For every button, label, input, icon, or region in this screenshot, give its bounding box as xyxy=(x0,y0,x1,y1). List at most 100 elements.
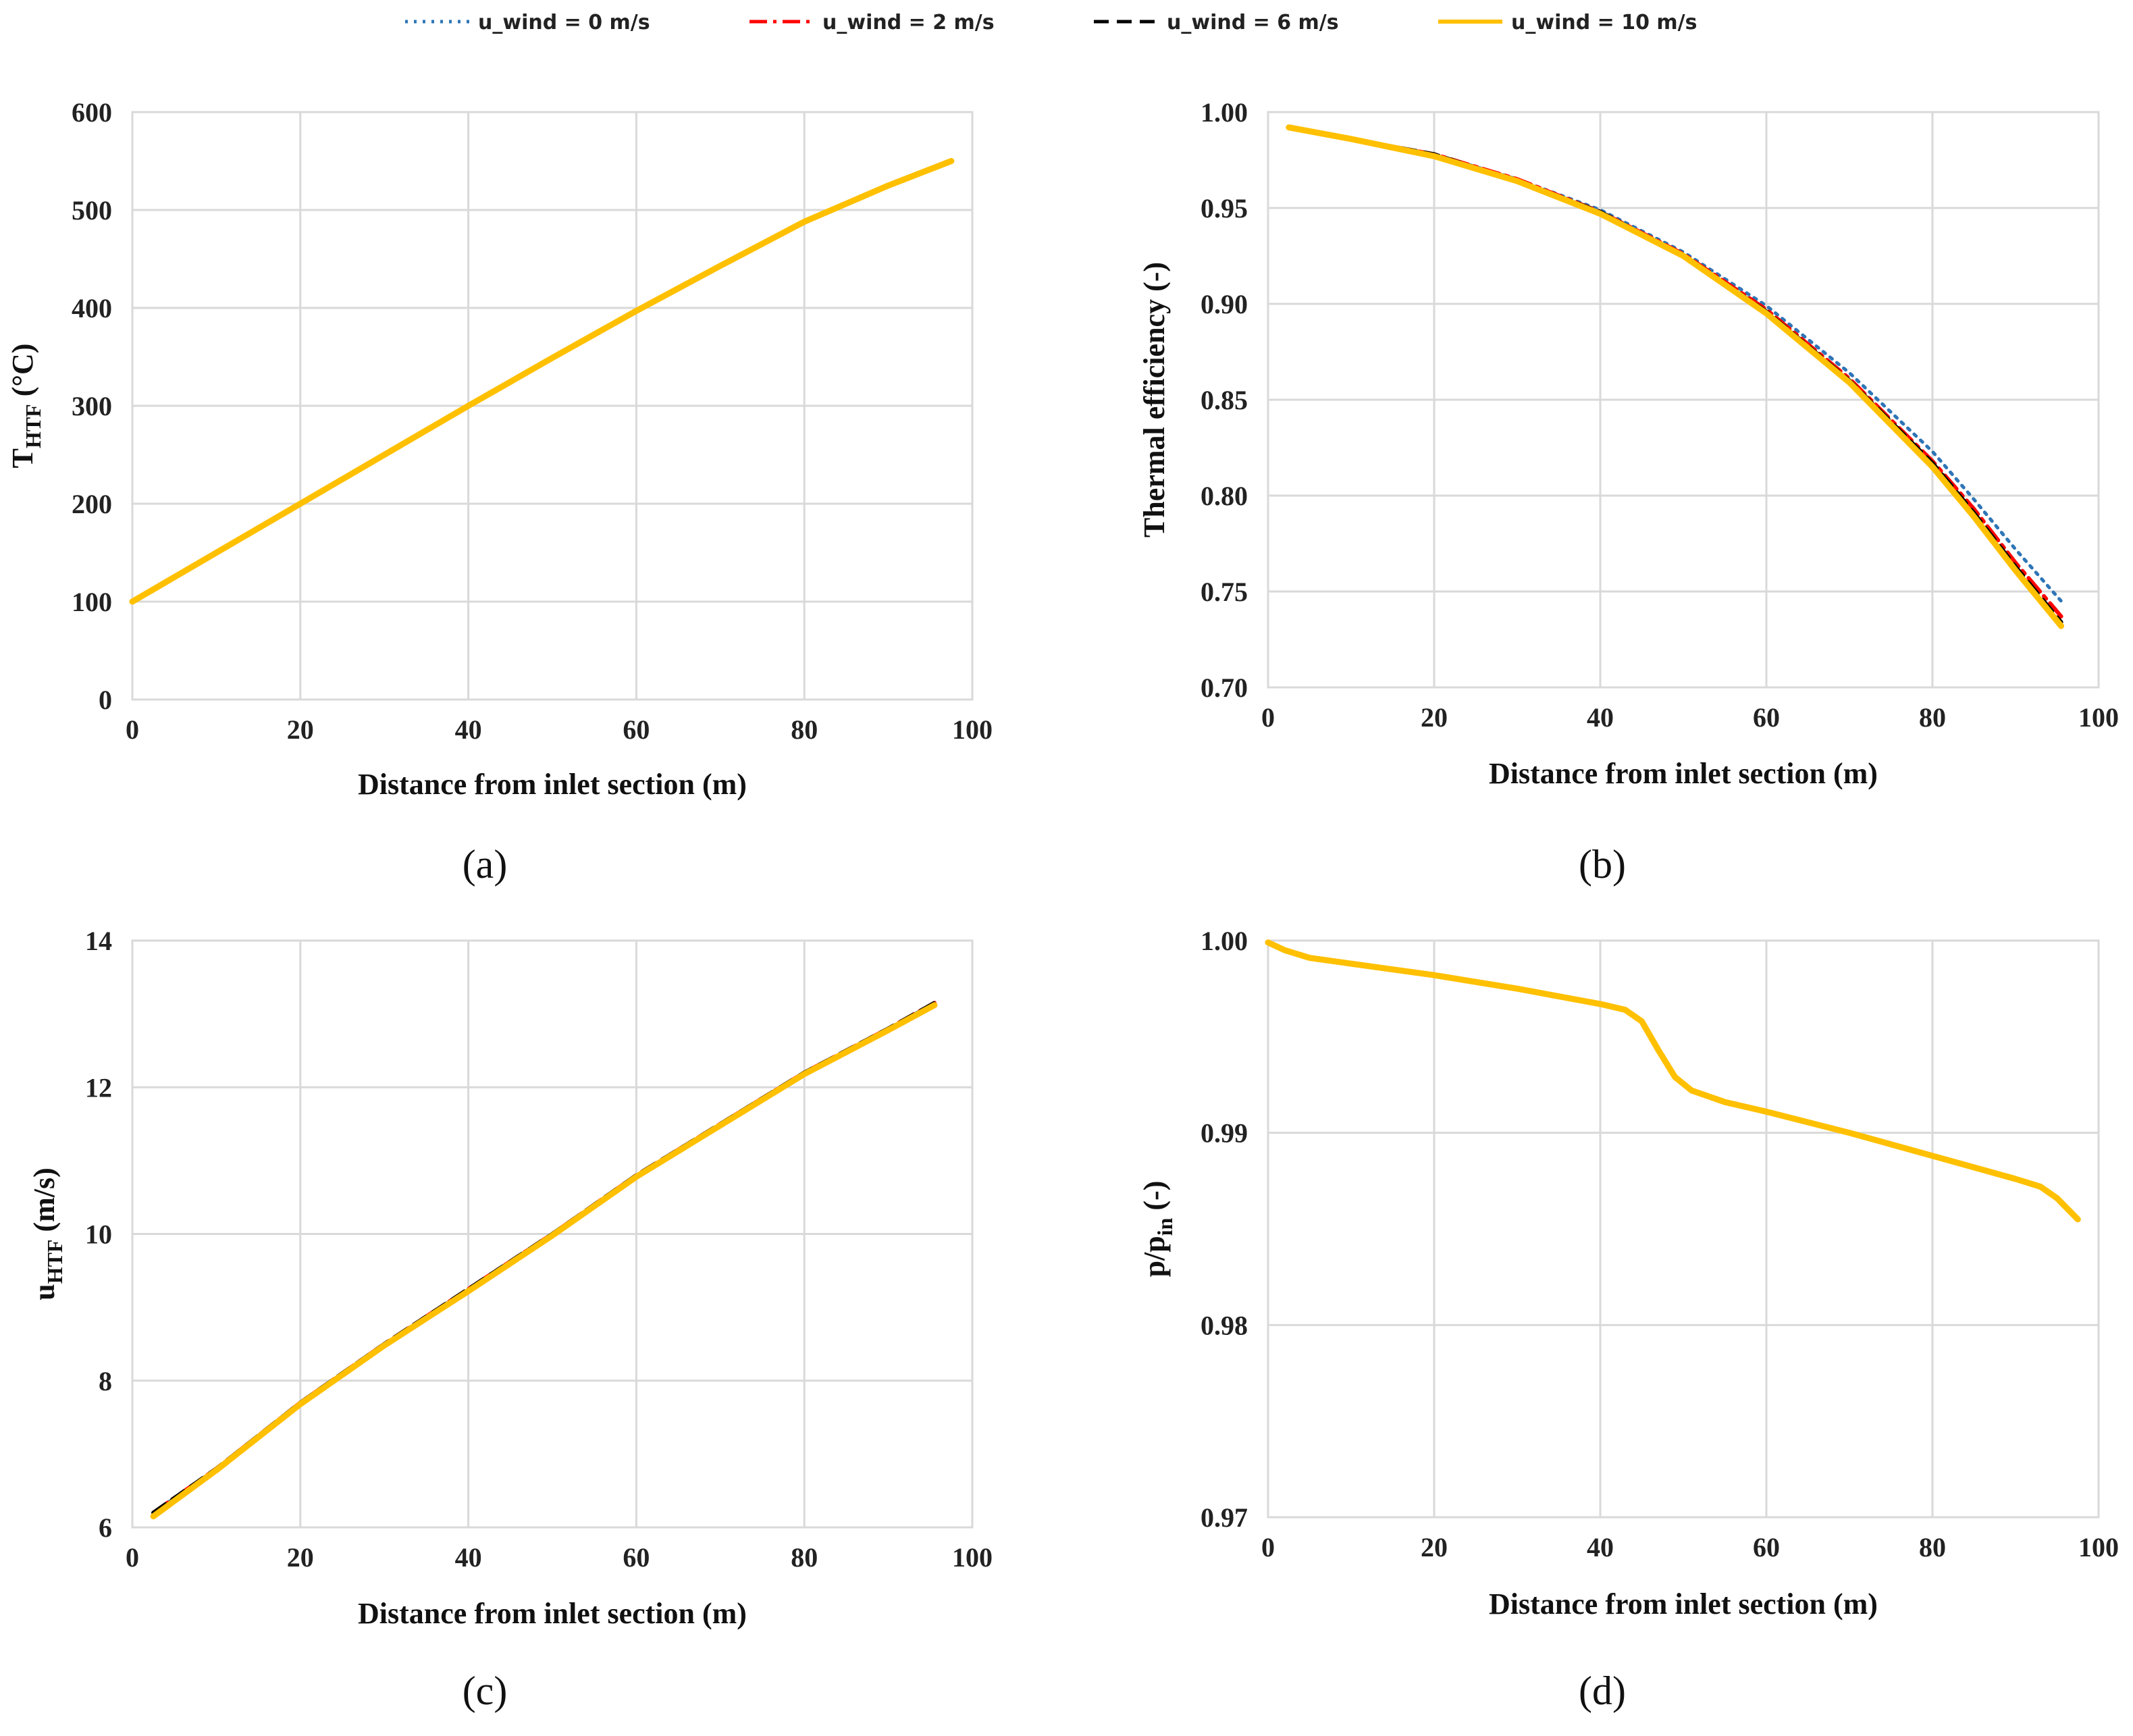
y-tick-label: 0.99 xyxy=(1201,1118,1248,1149)
y-tick-label: 6 xyxy=(99,1513,112,1543)
y-axis-title-main: u xyxy=(28,1284,61,1300)
y-tick-label: 1.00 xyxy=(1201,926,1248,956)
y-axis-title-main: Thermal efficiency (-) xyxy=(1138,262,1171,537)
legend-entry: u_wind = 10 m/s xyxy=(1438,11,1697,34)
x-axis-title: Distance from inlet section (m) xyxy=(1489,757,1878,790)
y-axis-title-subscript: in xyxy=(1153,1217,1177,1236)
y-axis-title: THTF (°C) xyxy=(6,344,45,469)
y-tick-label: 0.90 xyxy=(1201,289,1248,319)
x-tick-label: 60 xyxy=(1753,1532,1780,1562)
y-tick-label: 0 xyxy=(99,685,112,715)
y-axis-title: uHTF (m/s) xyxy=(28,1167,67,1300)
y-axis-title-main: p/p xyxy=(1138,1236,1171,1277)
x-tick-label: 40 xyxy=(1587,702,1614,733)
x-tick-label: 60 xyxy=(1753,702,1780,733)
x-tick-label: 0 xyxy=(1261,1532,1275,1562)
panel-label: (c) xyxy=(463,1668,508,1713)
series-line xyxy=(1265,939,2081,1223)
series-line xyxy=(150,1002,938,1520)
series-line xyxy=(151,1001,937,1515)
y-tick-label: 14 xyxy=(85,926,112,956)
x-tick-label: 40 xyxy=(455,1542,482,1573)
legend-label: u_wind = 10 m/s xyxy=(1511,11,1697,34)
y-tick-label: 0.85 xyxy=(1201,385,1248,415)
x-tick-label: 80 xyxy=(791,1542,818,1573)
y-axis-title-subscript: HTF xyxy=(43,1240,67,1284)
legend-entry: u_wind = 0 m/s xyxy=(405,11,650,34)
x-tick-label: 100 xyxy=(952,714,993,745)
y-tick-label: 0.97 xyxy=(1201,1502,1248,1533)
y-tick-label: 1.00 xyxy=(1201,97,1248,128)
y-axis-title: Thermal efficiency (-) xyxy=(1138,262,1171,537)
chart-panel: 0 100 200 300 400 500 600 0 20 40 60 80 100 Distance … xyxy=(6,97,993,887)
series-line xyxy=(130,159,953,604)
x-tick-label: 60 xyxy=(623,714,650,745)
y-tick-label: 600 xyxy=(72,97,112,128)
y-tick-label: 0.70 xyxy=(1201,673,1248,703)
legend-label: u_wind = 6 m/s xyxy=(1167,11,1339,34)
y-tick-label: 500 xyxy=(72,195,112,226)
y-tick-label: 300 xyxy=(72,391,112,421)
plot-area xyxy=(1267,939,2100,1519)
y-axis-title-unit: (-) xyxy=(1138,1181,1171,1218)
y-tick-label: 0.98 xyxy=(1201,1310,1248,1340)
x-tick-label: 80 xyxy=(1919,702,1946,733)
x-tick-label: 80 xyxy=(791,714,818,745)
y-axis-title-subscript: HTF xyxy=(21,404,45,448)
x-tick-label: 20 xyxy=(1421,702,1448,733)
series-line xyxy=(1286,125,2063,619)
y-tick-label: 400 xyxy=(72,293,112,323)
x-tick-label: 80 xyxy=(1919,1532,1946,1562)
y-axis-title-unit: (°C) xyxy=(6,344,39,404)
legend-entry: u_wind = 2 m/s xyxy=(749,11,995,34)
panel-label: (a) xyxy=(463,842,508,887)
x-tick-label: 20 xyxy=(287,1542,314,1573)
series-line xyxy=(1286,124,2065,629)
series-line xyxy=(1266,940,2080,1221)
series-line xyxy=(1266,941,2080,1221)
y-tick-label: 10 xyxy=(85,1219,112,1250)
series-line xyxy=(1266,940,2080,1221)
series-line xyxy=(1287,126,2063,603)
x-tick-label: 40 xyxy=(455,714,482,745)
y-axis-title-unit: (m/s) xyxy=(28,1167,61,1239)
x-tick-label: 20 xyxy=(287,714,314,745)
x-tick-label: 0 xyxy=(1261,702,1275,733)
y-axis-title-main: T xyxy=(6,448,39,468)
x-tick-label: 100 xyxy=(2078,702,2119,733)
x-tick-label: 0 xyxy=(126,714,139,745)
y-tick-label: 100 xyxy=(72,587,112,617)
y-tick-label: 12 xyxy=(85,1072,112,1103)
panel-label: (d) xyxy=(1579,1668,1626,1713)
series-line xyxy=(151,1001,937,1515)
chart-panel: 6 8 10 12 14 0 20 40 60 80 100 Distance from inlet … xyxy=(28,926,993,1713)
x-tick-label: 40 xyxy=(1587,1532,1614,1562)
legend: u_wind = 0 m/s u_wind = 2 m/s u_wind = 6 m… xyxy=(405,11,1697,34)
y-axis-title: p/pin (-) xyxy=(1138,1181,1177,1278)
y-tick-label: 0.80 xyxy=(1201,481,1248,511)
series-line xyxy=(1286,125,2063,625)
series-line xyxy=(151,1001,937,1515)
x-tick-label: 100 xyxy=(2078,1532,2119,1562)
panel-label: (b) xyxy=(1579,842,1626,887)
y-tick-label: 0.95 xyxy=(1201,193,1248,223)
series-line xyxy=(130,159,953,604)
legend-label: u_wind = 2 m/s xyxy=(822,11,995,34)
y-tick-label: 200 xyxy=(72,489,112,519)
series-line xyxy=(129,158,955,605)
x-tick-label: 20 xyxy=(1421,1532,1448,1562)
x-tick-label: 100 xyxy=(952,1542,993,1573)
x-tick-label: 0 xyxy=(126,1542,139,1573)
x-axis-title: Distance from inlet section (m) xyxy=(1489,1587,1878,1621)
legend-entry: u_wind = 6 m/s xyxy=(1094,11,1339,34)
y-tick-label: 8 xyxy=(99,1366,112,1396)
legend-label: u_wind = 0 m/s xyxy=(478,11,650,34)
chart-panel: 0.97 0.98 0.99 1.00 0 20 40 60 80 100 Distance fro… xyxy=(1138,926,2119,1713)
x-tick-label: 60 xyxy=(623,1542,650,1573)
x-axis-title: Distance from inlet section (m) xyxy=(358,768,747,801)
chart-panel: 0.70 0.75 0.80 0.85 0.90 0.95 1.00 0 20 40 60 80 100… xyxy=(1138,97,2119,887)
x-axis-title: Distance from inlet section (m) xyxy=(358,1597,747,1630)
series-line xyxy=(130,159,953,604)
